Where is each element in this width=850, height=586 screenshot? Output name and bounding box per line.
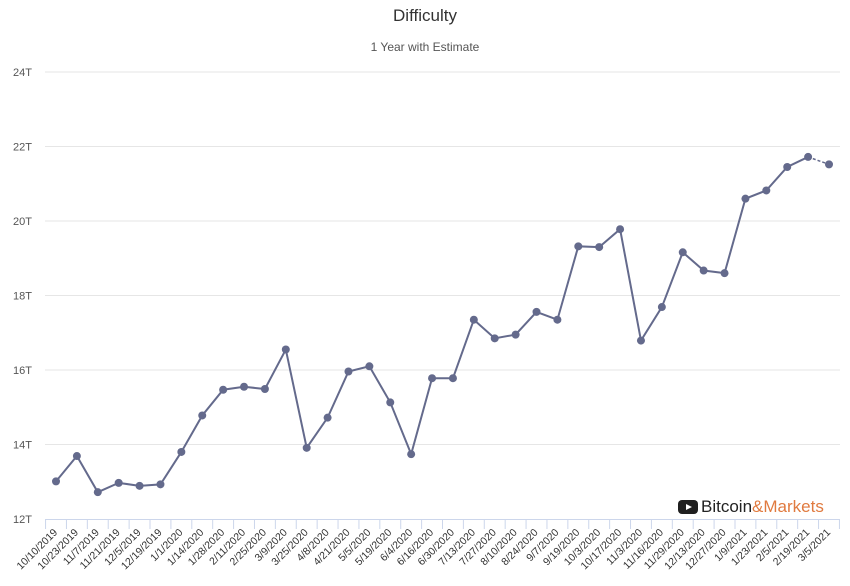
data-point-9/19/2020[interactable]: [574, 242, 583, 251]
brand-text-bitcoin: Bitcoin: [701, 497, 753, 516]
play-icon: [678, 500, 698, 514]
data-point-12/19/2019[interactable]: [156, 480, 165, 489]
data-point-6/4/2020[interactable]: [407, 450, 416, 459]
data-point-7/27/2020[interactable]: [490, 334, 499, 343]
data-point-1/28/2020[interactable]: [219, 385, 228, 394]
data-point-3/9/2020[interactable]: [281, 345, 290, 354]
y-tick-label: 20T: [13, 216, 32, 228]
data-point-1/9/2021[interactable]: [741, 194, 750, 203]
data-point-11/21/2019[interactable]: [114, 478, 123, 487]
data-point-11/29/2020[interactable]: [678, 248, 687, 257]
data-point-7/13/2020[interactable]: [469, 315, 478, 324]
data-point-8/24/2020[interactable]: [532, 307, 541, 316]
data-point-4/21/2020[interactable]: [344, 367, 353, 376]
data-point-2/5/2021[interactable]: [783, 162, 792, 171]
data-point-2/25/2020[interactable]: [260, 384, 269, 393]
data-point-12/5/2019[interactable]: [135, 481, 144, 490]
y-tick-label: 18T: [13, 291, 32, 303]
data-point-9/7/2020[interactable]: [553, 315, 562, 324]
data-point-1/23/2021[interactable]: [762, 186, 771, 195]
data-point-8/10/2020[interactable]: [511, 330, 520, 339]
y-tick-label: 16T: [13, 365, 32, 377]
y-tick-label: 24T: [13, 67, 32, 79]
data-point-1/14/2020[interactable]: [198, 411, 207, 420]
data-point-11/3/2020[interactable]: [636, 336, 645, 345]
data-point-5/5/2020[interactable]: [365, 362, 374, 371]
data-point-10/17/2020[interactable]: [616, 225, 625, 234]
chart-subtitle: 1 Year with Estimate: [370, 40, 480, 54]
data-point-2/11/2020[interactable]: [240, 382, 249, 391]
brand-watermark: Bitcoin &Markets: [678, 497, 824, 517]
data-point-6/30/2020[interactable]: [448, 374, 457, 383]
data-point-12/27/2020[interactable]: [720, 269, 729, 278]
data-point-4/8/2020[interactable]: [323, 413, 332, 422]
data-point-10/10/2019[interactable]: [52, 477, 60, 486]
y-tick-label: 14T: [13, 440, 32, 452]
data-point-10/23/2019[interactable]: [72, 452, 81, 461]
data-point-1/1/2020[interactable]: [177, 447, 186, 456]
data-point-12/13/2020[interactable]: [699, 266, 708, 275]
data-point-10/3/2020[interactable]: [595, 243, 604, 252]
data-point-6/16/2020[interactable]: [428, 374, 437, 383]
data-point-11/16/2020[interactable]: [657, 303, 666, 312]
estimate-line: [807, 156, 830, 166]
y-tick-label: 22T: [13, 142, 32, 154]
brand-text-markets: &Markets: [752, 497, 824, 516]
data-point-5/19/2020[interactable]: [386, 398, 395, 407]
data-point-3/5/2021[interactable]: [825, 160, 833, 169]
data-point-3/25/2020[interactable]: [302, 443, 311, 452]
data-point-2/19/2021[interactable]: [804, 152, 813, 161]
series-line: [55, 156, 809, 494]
data-point-11/7/2019[interactable]: [93, 488, 102, 497]
y-tick-label: 12T: [13, 514, 32, 526]
chart-title: Difficulty: [393, 6, 457, 25]
